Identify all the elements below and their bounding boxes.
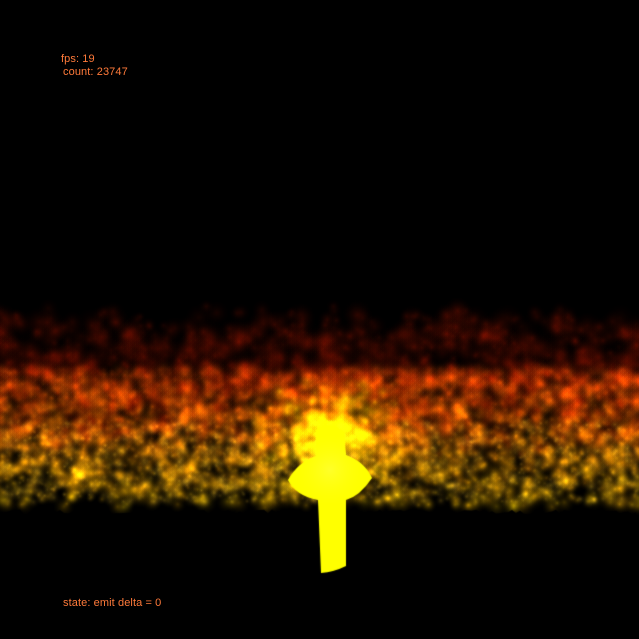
- emitter-state: state: emit delta = 0: [63, 597, 162, 609]
- particle-count: count: 23747: [63, 66, 128, 78]
- fps-counter: fps: 19: [61, 53, 95, 65]
